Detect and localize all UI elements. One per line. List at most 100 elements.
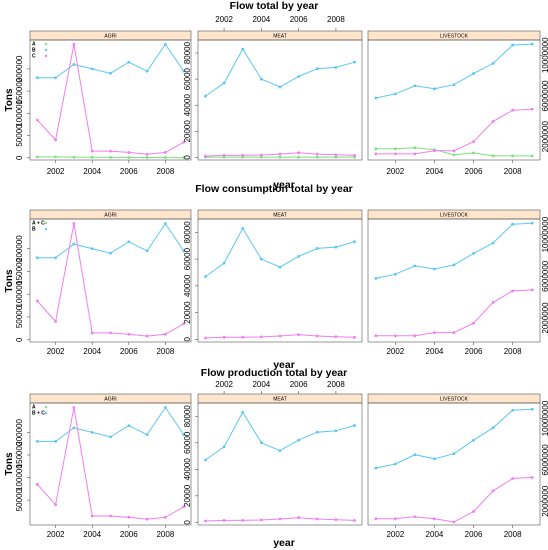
x-tick-label: 2008 [504, 167, 522, 176]
data-point-c [452, 520, 456, 524]
data-point-b [297, 255, 301, 258]
y-tick-label: 50000 [15, 124, 24, 147]
data-point-b [90, 430, 94, 434]
data-point-a [413, 146, 417, 150]
data-point-c [433, 149, 436, 153]
data-point-c [241, 518, 245, 522]
data-point-c [530, 476, 534, 479]
data-point-a [72, 155, 76, 159]
data-point-b [163, 222, 167, 225]
chart-title: Flow production total by year [201, 367, 347, 379]
data-point-c [163, 151, 167, 154]
legend: A + CB [32, 221, 48, 233]
data-point-b [511, 43, 515, 47]
x-tick-label: 2006 [465, 347, 483, 356]
data-point-b [127, 424, 131, 427]
data-point-b [393, 462, 397, 466]
data-point-b [315, 247, 319, 250]
data-point-c [452, 149, 456, 153]
chart-title: Flow total by year [230, 0, 319, 12]
data-point-c [35, 482, 39, 486]
x-tick-label: 2008 [327, 15, 345, 24]
x-tick-label: 2006 [465, 530, 483, 539]
data-point-a [278, 155, 282, 159]
chart-block-1: Flow total by yearyearTonsAGRI0500001000… [4, 0, 548, 191]
panel-strip-label: AGRI [104, 34, 116, 40]
data-point-c [353, 518, 356, 522]
y-tick-label: 2000000 [541, 120, 548, 152]
data-point-c [374, 517, 378, 521]
data-point-c [72, 222, 76, 225]
data-point-c [393, 152, 397, 156]
data-point-a [472, 151, 475, 155]
data-point-b [511, 408, 515, 412]
data-point-b [452, 452, 456, 456]
data-point-b [109, 71, 112, 75]
data-point-b [374, 277, 378, 280]
data-point-a [127, 156, 131, 159]
panel-strip-label: LIVESTOCK [440, 34, 469, 40]
data-point-b [278, 85, 282, 89]
data-point-c [109, 149, 112, 153]
data-point-c [491, 119, 495, 123]
data-point-a [35, 155, 39, 159]
data-point-c [163, 515, 167, 519]
data-point-b [72, 426, 76, 430]
data-point-a [511, 154, 515, 158]
legend-marker [44, 42, 48, 46]
data-point-a [145, 156, 149, 159]
data-point-a [334, 155, 338, 159]
x-tick-label: 2006 [120, 347, 138, 356]
data-point-b [393, 272, 397, 276]
legend-marker [44, 227, 48, 231]
data-point-c [472, 510, 475, 513]
panel-frame [29, 218, 192, 343]
y-tick-label: 6000000 [541, 260, 548, 292]
data-point-b [259, 441, 263, 445]
legend-marker [44, 405, 48, 409]
data-point-b [452, 263, 456, 267]
data-point-c [413, 152, 417, 156]
y-tick-label: 50000 [15, 488, 24, 511]
data-point-c [145, 152, 149, 156]
data-point-b [163, 406, 167, 409]
data-point-c [35, 118, 39, 122]
data-point-b [204, 275, 207, 278]
data-point-b [90, 247, 94, 251]
x-tick-label: 2004 [83, 530, 101, 539]
data-point-b [72, 242, 76, 246]
data-point-c [491, 300, 495, 304]
x-tick-label: 2004 [426, 530, 444, 539]
data-point-b [35, 76, 39, 80]
panel-meat: MEAT 0 20000 40000 60000 80000 2002 2004 2006 200… [183, 380, 363, 526]
data-point-c [182, 322, 186, 326]
data-point-b [72, 63, 76, 66]
y-tick-label: 20000 [183, 301, 192, 324]
data-point-c [182, 505, 186, 509]
data-point-b [182, 433, 186, 437]
y-tick-label: 0 [183, 520, 192, 525]
panel-meat: MEAT 0 20000 40000 60000 80000 [183, 209, 363, 343]
x-tick-label: 2004 [252, 380, 270, 389]
y-tick-label: 150000 [15, 441, 24, 468]
data-point-c [241, 335, 245, 339]
data-point-c [297, 333, 301, 337]
data-point-c [334, 335, 338, 339]
x-tick-label: 2004 [426, 347, 444, 356]
data-point-b [259, 257, 263, 261]
legend-label: B + C [32, 411, 45, 417]
y-tick-label: 80000 [183, 405, 192, 428]
data-point-c [433, 517, 436, 521]
panel-meat: MEAT 0 20000 40000 60000 80000 2002 2004 2006 200… [183, 15, 363, 161]
data-point-b [433, 267, 436, 271]
y-tick-label: 40000 [183, 94, 192, 117]
x-tick-label: 2006 [465, 167, 483, 176]
data-point-c [491, 489, 495, 493]
y-tick-label: 50000 [15, 305, 24, 328]
data-point-c [278, 152, 282, 156]
x-tick-label: 2002 [386, 530, 404, 539]
data-point-b [452, 83, 456, 87]
data-point-b [374, 96, 378, 100]
